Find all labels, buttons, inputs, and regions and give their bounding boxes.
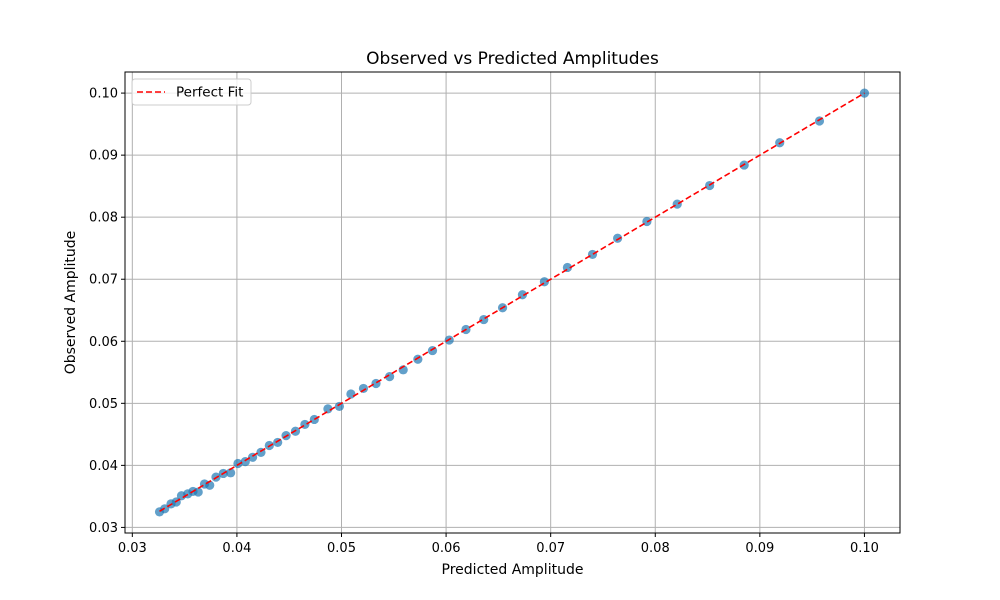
x-axis-label: Predicted Amplitude (442, 562, 584, 578)
y-axis-label: Observed Amplitude (63, 231, 79, 375)
x-tick-label: 0.05 (327, 541, 356, 556)
data-point (672, 199, 682, 209)
y-tick-label: 0.10 (89, 87, 118, 102)
x-tick-label: 0.08 (641, 541, 670, 556)
y-tick-label: 0.06 (89, 335, 118, 350)
x-tick-label: 0.03 (118, 541, 147, 556)
x-axis-ticks: 0.03 0.04 0.05 0.06 0.07 0.08 0.09 0.10 (118, 533, 879, 556)
y-tick-label: 0.09 (89, 149, 118, 164)
y-tick-label: 0.03 (89, 521, 118, 536)
data-point (346, 389, 356, 399)
y-tick-label: 0.04 (89, 459, 118, 474)
data-point (193, 487, 203, 497)
grid (125, 72, 900, 533)
data-point (233, 458, 243, 469)
plot-frame (124, 71, 901, 534)
data-point (226, 468, 236, 478)
chart-title: Observed vs Predicted Amplitudes (366, 49, 659, 69)
data-point (358, 383, 369, 394)
y-axis-ticks: 0.03 0.04 0.05 0.06 0.07 0.08 0.09 0.10 (89, 87, 125, 536)
data-point (413, 354, 423, 364)
legend-box (131, 78, 252, 106)
legend-label-perfect-fit: Perfect Fit (176, 85, 243, 101)
data-point (309, 414, 319, 425)
x-tick-label: 0.10 (850, 541, 879, 556)
data-point (587, 249, 598, 260)
y-tick-label: 0.07 (89, 273, 118, 288)
y-tick-label: 0.08 (89, 211, 118, 226)
data-point (273, 437, 283, 448)
data-point (385, 372, 395, 382)
fit-line-layer (159, 92, 865, 512)
data-point (323, 404, 333, 414)
x-tick-label: 0.07 (536, 541, 565, 556)
y-tick-label: 0.05 (89, 397, 118, 412)
data-point (613, 233, 623, 243)
perfect-fit-line (159, 92, 865, 512)
x-tick-label: 0.04 (222, 541, 251, 556)
x-tick-label: 0.09 (745, 541, 774, 556)
legend: Perfect Fit (131, 78, 252, 106)
x-tick-label: 0.06 (432, 541, 461, 556)
data-point (427, 345, 438, 356)
data-point (814, 116, 825, 126)
